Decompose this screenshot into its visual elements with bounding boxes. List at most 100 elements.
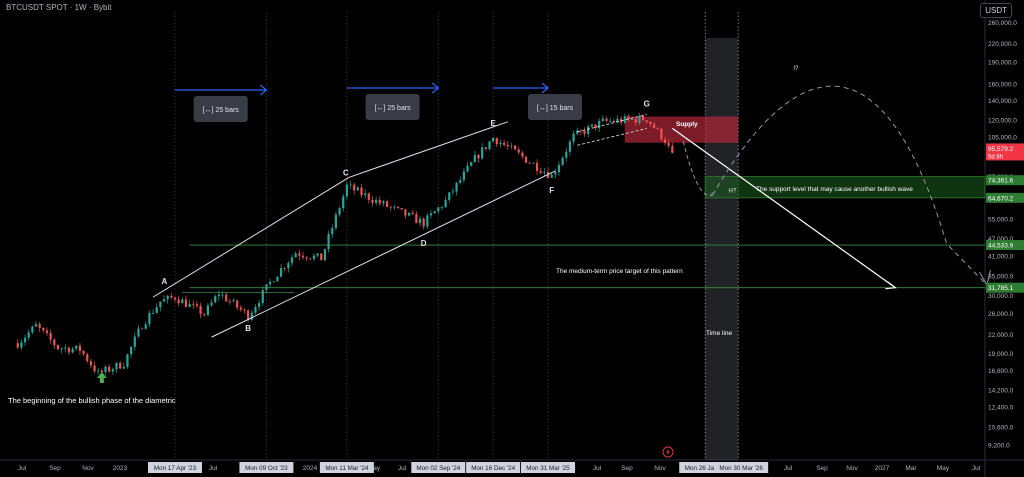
candle-body: [254, 306, 257, 313]
x-axis: JulSepNov2023JulSep2024MayJulOctJulSepNo…: [18, 462, 981, 473]
drawings-layer: [↔] 25 bars [↔] 25 bars [↔] 15 bars: [96, 82, 991, 383]
candles-layer: [16, 113, 674, 376]
candle-body: [440, 207, 444, 208]
x-tick-label: Jul: [972, 465, 981, 472]
candle-body: [492, 137, 495, 142]
check-icon: ✓: [709, 191, 715, 198]
candle-body: [239, 307, 242, 310]
y-axis: 260,000.0 220,000.0 190,000.0 160,000.0 140,…: [986, 20, 1024, 449]
candle-body: [433, 211, 436, 214]
candle-body: [45, 330, 49, 334]
candle-body: [426, 215, 429, 227]
candle-body: [382, 201, 385, 204]
candle-body: [513, 145, 517, 150]
candle-body: [641, 115, 645, 121]
price-label-value: 31,785.1: [988, 285, 1014, 292]
candle-body: [535, 162, 539, 171]
candle-body: [627, 116, 630, 120]
x-tick-label: Nov: [846, 465, 858, 472]
x-tick-label: Sep: [621, 465, 633, 472]
candle-body: [510, 145, 513, 147]
candle-body: [49, 333, 52, 340]
candle-body: [283, 268, 286, 269]
y-tick-label: 14,200.0: [988, 388, 1014, 395]
candle-body: [203, 314, 206, 316]
candle-body: [71, 348, 74, 353]
candle-body: [590, 124, 593, 127]
candle-body: [623, 116, 626, 123]
candle-body: [612, 120, 615, 123]
candle-body: [429, 213, 433, 216]
candle-body: [122, 366, 125, 369]
y-tick-label: 120,000.0: [988, 118, 1017, 125]
candle-body: [177, 299, 180, 304]
candle-body: [473, 154, 476, 163]
x-tick-label: May: [368, 465, 381, 472]
candle-body: [126, 354, 129, 367]
candle-body: [477, 154, 480, 159]
candle-body: [353, 184, 356, 191]
wave-label-f: F: [549, 186, 554, 195]
candle-body: [506, 144, 509, 147]
candle-body: [481, 147, 484, 159]
candle-body: [31, 326, 34, 333]
candle-body: [23, 337, 27, 343]
candle-body: [609, 120, 612, 122]
x-date-badge-label: Mon 30 Mar '26: [719, 465, 763, 472]
support-zone: [704, 176, 986, 199]
x-tick-label: 2027: [875, 465, 890, 472]
candle-body: [320, 253, 323, 261]
candle-body: [93, 365, 96, 372]
bar-range-label: [↔] 25 bars: [374, 105, 411, 112]
candle-body: [521, 152, 524, 157]
x-tick-label: Jul: [593, 465, 602, 472]
price-label-value: 64,670.2: [988, 195, 1014, 202]
candle-body: [119, 362, 122, 369]
candle-body: [100, 370, 103, 373]
candle-body: [371, 200, 374, 203]
y-tick-label: 16,600.0: [988, 368, 1014, 375]
candle-body: [301, 255, 305, 258]
currency-button[interactable]: USDT: [980, 3, 1012, 18]
candle-body: [78, 345, 82, 351]
candle-body: [20, 342, 23, 348]
y-tick-label: 55,000.0: [988, 216, 1014, 223]
x-tick-label: 2023: [113, 465, 128, 472]
candle-body: [455, 182, 458, 192]
wave-label-d: D: [421, 239, 427, 248]
x-date-badge: [714, 462, 769, 473]
candle-body: [539, 170, 542, 173]
candle-body: [214, 296, 217, 303]
bar-range-arrow-head: [260, 84, 268, 96]
candle-body: [67, 347, 71, 353]
candle-body: [587, 126, 590, 135]
candle-body: [64, 347, 67, 349]
price-label-value: 95,579.2: [988, 146, 1014, 153]
candle-body: [155, 307, 158, 313]
candle-body: [583, 130, 586, 135]
candle-body: [418, 218, 422, 224]
x-tick-label: Nov: [654, 465, 666, 472]
candle-body: [111, 369, 114, 372]
candle-body: [605, 118, 608, 121]
candle-body: [104, 366, 107, 373]
wedge-line: [577, 128, 647, 146]
candle-body: [561, 157, 564, 165]
candle-body: [133, 336, 136, 347]
wave-label-a: A: [161, 277, 167, 286]
lightning-icon: [662, 446, 674, 458]
bar-range-label: [↔] 25 bars: [203, 107, 240, 114]
projection-arrow: [671, 127, 896, 289]
x-date-badge-label: Mon 16 Dec '24: [471, 465, 515, 472]
beginning-annotation: The beginning of the bullish phase of th…: [8, 396, 176, 405]
candle-body: [258, 302, 261, 307]
i-label: I?: [793, 66, 799, 72]
candle-body: [488, 141, 491, 149]
y-tick-label: 30,000.0: [988, 293, 1014, 300]
candle-body: [364, 193, 367, 196]
candle-body: [671, 145, 674, 153]
candle-body: [378, 199, 381, 204]
y-tick-label: 9,200.0: [988, 442, 1010, 449]
